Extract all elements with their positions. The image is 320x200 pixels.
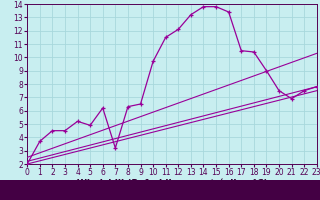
X-axis label: Windchill (Refroidissement éolien,°C): Windchill (Refroidissement éolien,°C) [76,179,268,188]
